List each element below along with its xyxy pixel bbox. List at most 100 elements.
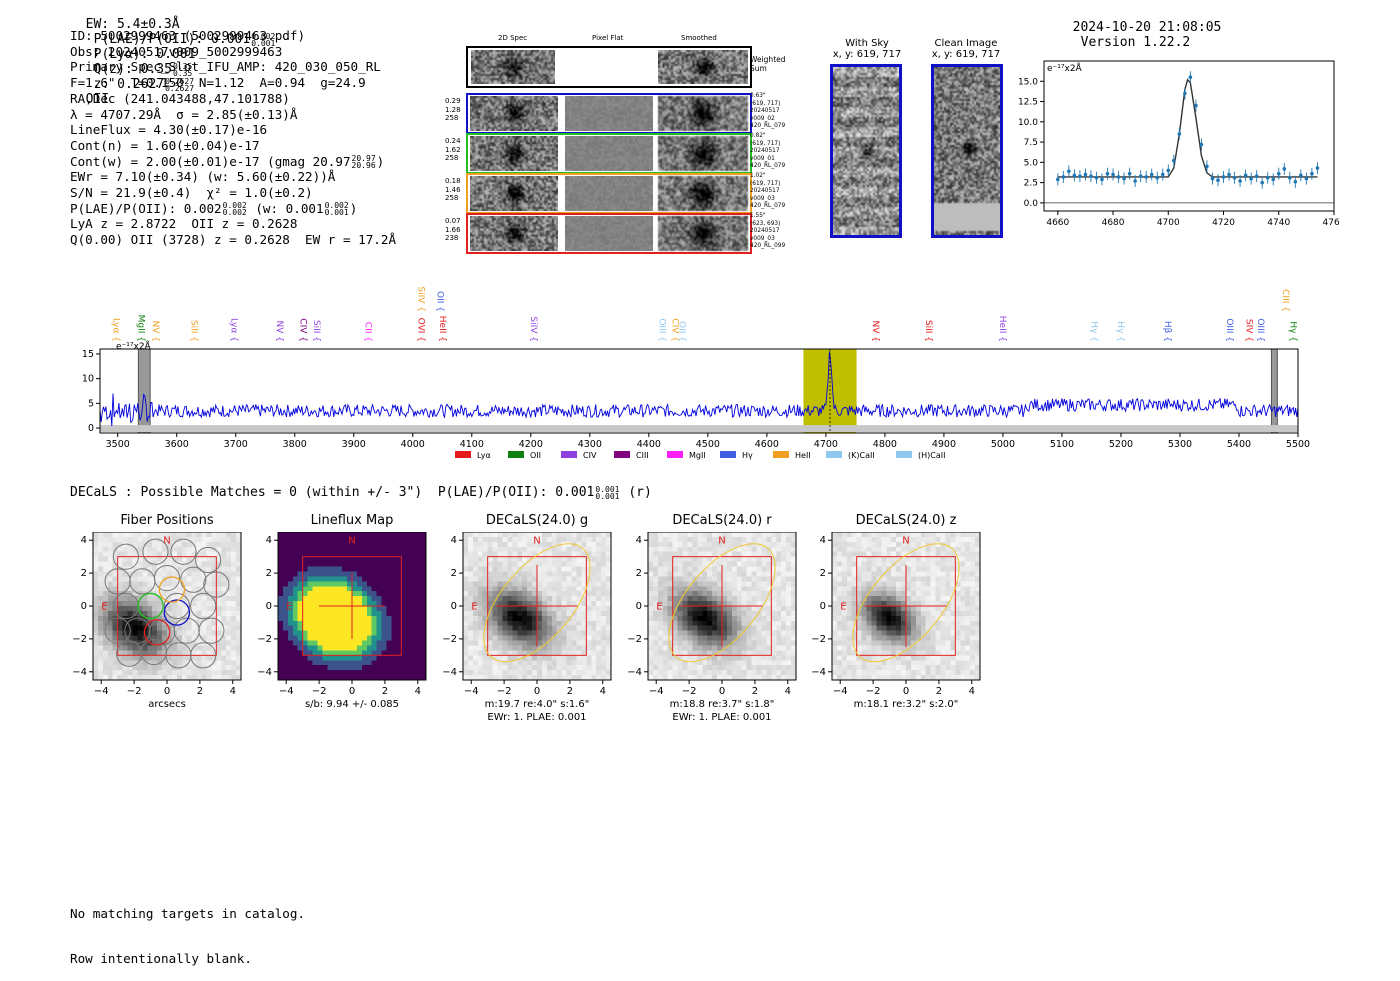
aperture-box [487, 556, 587, 656]
line-marker-label: OIII { [1255, 318, 1265, 342]
line-marker-label: SiII { [923, 320, 933, 342]
cutout-flat-image [565, 216, 653, 251]
decals-xtick-label: 0 [349, 686, 355, 697]
zoom-data-point [1304, 176, 1309, 181]
cutout-meta: (623, 693) [750, 220, 781, 227]
z-lo: 0.2627 [165, 83, 195, 93]
line-marker-label: CII { [363, 322, 373, 342]
zoom-data-point [1232, 175, 1237, 180]
decals-panel: N E −4 −4 −2 −2 0 0 2 2 4 4 arcsecs [72, 532, 242, 710]
zoom-data-point [1276, 171, 1281, 176]
col-label-2dspec: 2D Spec [498, 34, 528, 42]
qz-value: Q(z): 0.35 [93, 62, 172, 77]
zoom-data-point [1056, 177, 1060, 182]
decals-xtick-label: 0 [164, 686, 170, 697]
decals-xtick-label: 2 [567, 686, 573, 697]
full-xtick-label: 4700 [814, 439, 838, 450]
decals-end: (r) [628, 485, 652, 500]
zoom-fit-line [1057, 78, 1318, 178]
east-label: E [286, 601, 292, 612]
cutout-stat: 0.07 [445, 217, 461, 225]
info-contw: Cont(w) = 2.00(±0.01)e-17 (gmag 20.97 20.… [70, 154, 396, 170]
legend-swatch [667, 451, 683, 458]
decals-xtick-label: −2 [866, 686, 881, 697]
info-plae-hi: 0.002 [222, 201, 247, 211]
cutout-meta: v009_02 [750, 115, 775, 122]
decals-ytick-label: −2 [442, 634, 457, 645]
version: Version 1.22.2 [1080, 35, 1191, 50]
info-contn: Cont(n) = 1.60(±0.04)e-17 [70, 137, 260, 153]
cutout-meta: v009_03 [750, 235, 775, 242]
zoom-data-point [1138, 174, 1143, 178]
fiber-circle [170, 538, 197, 565]
contw-hi: 20.97 [351, 154, 376, 164]
full-xtick-label: 4200 [519, 439, 543, 450]
line-marker-label: NV { [150, 321, 160, 342]
with-sky-xy: x, y: 619, 717 [832, 49, 902, 60]
zoom-data-point [1166, 168, 1171, 173]
footer-line1: No matching targets in catalog. [70, 906, 306, 921]
full-xtick-label: 3500 [106, 439, 130, 450]
cutout-meta: (619, 717) [750, 100, 781, 107]
line-marker-label: Lyα { [111, 318, 121, 342]
legend-swatch [720, 451, 736, 458]
decals-xtick-label: −4 [649, 686, 664, 697]
legend-swatch [508, 451, 524, 458]
decals-xlabel: arcsecs [148, 699, 186, 710]
cutout-smoothed-image [658, 216, 748, 251]
decals-xlabel: m:18.8 re:3.7" s:1.8" [670, 699, 775, 710]
line-marker-label: CIV { [669, 318, 679, 342]
decals-ytick-label: 0 [451, 601, 457, 612]
plae-w-lo: 0.001 [324, 208, 349, 218]
zoom-ytick-label: 0.0 [1024, 199, 1039, 209]
legend-label: CIV [583, 451, 597, 460]
zoom-data-point [1216, 178, 1220, 182]
legend-swatch [561, 451, 577, 458]
decals-ytick-label: −2 [257, 634, 272, 645]
full-ytick-label: 10 [82, 374, 94, 385]
info-lya: LyA z = 2.8722 OII z = 0.2628 [70, 216, 298, 232]
cutout-row-meta: 0.82" (619, 717) 20240517 v009_01 420_RL_079 [750, 133, 785, 171]
fiber-circle [163, 592, 190, 620]
selected-fiber [137, 592, 164, 620]
line-marker-label: CIII { [1280, 289, 1290, 312]
weighted-sum-row [466, 46, 752, 88]
legend-swatch [773, 451, 789, 458]
cutout-stat: 0.18 [445, 177, 461, 185]
line-marker-label: SiII { [311, 320, 321, 342]
cutout-row [466, 93, 752, 134]
decals-ytick-label: −2 [811, 634, 826, 645]
cutout-stat: 258 [445, 194, 459, 202]
cutout-stat: 0.24 [445, 137, 461, 145]
zoom-data-point [1111, 172, 1115, 177]
full-xtick-label: 5100 [1050, 439, 1074, 450]
zoom-ytick-label: 12.5 [1018, 98, 1038, 108]
east-label: E [101, 601, 107, 612]
decals-panel-title: Lineflux Map [310, 513, 394, 528]
datetime: 2024-10-20 21:08:05 [1072, 20, 1222, 35]
full-xtick-label: 5400 [1227, 439, 1251, 450]
fiber-circle [190, 642, 217, 669]
decals-ytick-label: 0 [266, 601, 272, 612]
zoom-data-point [1105, 171, 1110, 176]
masked-region [1270, 348, 1278, 434]
cutout-row-meta: 1.02" (619, 717) 20240517 v009_03 420_RL_079 [750, 173, 785, 211]
zoom-data-point [1271, 177, 1276, 182]
cutout-stat: 238 [445, 234, 459, 242]
decals-ytick-label: 4 [266, 535, 272, 546]
weighted-spec-image [471, 50, 555, 84]
clean-image [931, 64, 1003, 238]
zoom-data-point [1094, 175, 1099, 180]
cutout-meta: 20240517 [750, 148, 780, 155]
zoom-data-point [1083, 172, 1088, 177]
header-summary: EW: 5.4±0.3Å P(LAE)/P(OII): 0.001 0.002 0.… [70, 2, 276, 107]
line-marker-label: Hγ { [1287, 321, 1297, 342]
cutout-meta: 0.63" [750, 93, 766, 99]
north-label: N [902, 536, 909, 547]
decals-ytick-label: −2 [72, 634, 87, 645]
decals-xtick-label: −2 [497, 686, 512, 697]
fiber-circle [142, 538, 169, 565]
zoom-data-point [1260, 180, 1264, 185]
cutout-row-meta: 0.63" (619, 717) 20240517 v009_02 420_RL_079 [750, 93, 785, 131]
zoom-data-point [1133, 179, 1137, 183]
